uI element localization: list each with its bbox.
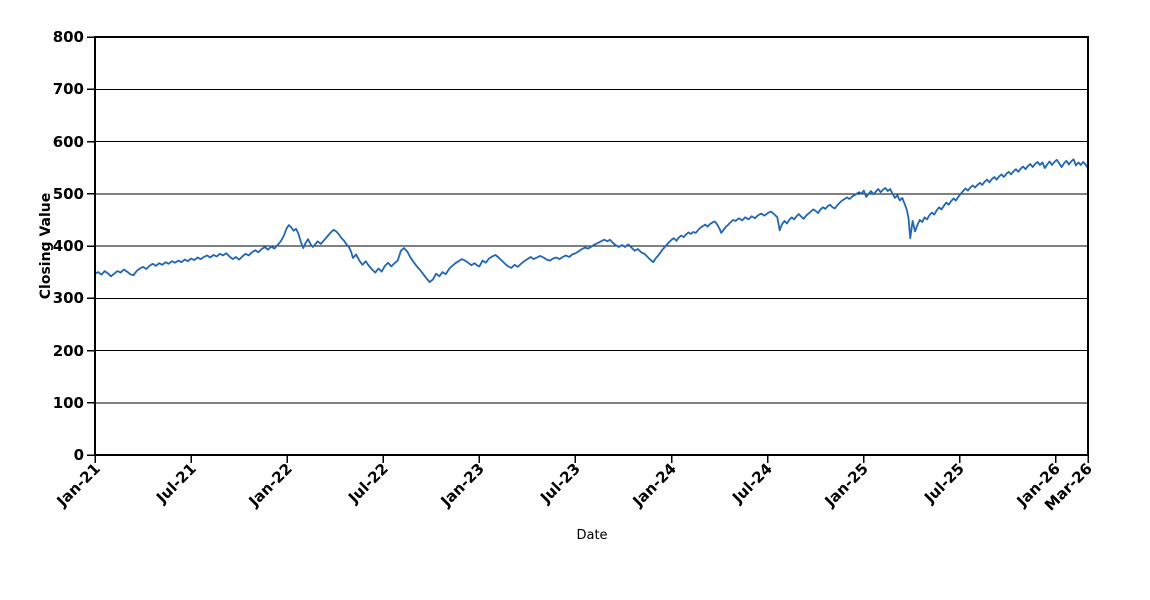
y-tick-label: 200 [52, 341, 84, 360]
y-tick-label: 0 [73, 446, 84, 464]
y-tick-label: 500 [52, 184, 84, 203]
y-tick-label: 800 [52, 28, 84, 46]
y-tick-label: 400 [52, 237, 84, 255]
y-tick-label: 300 [52, 289, 84, 308]
y-tick-label: 600 [52, 132, 84, 151]
plot-frame [94, 36, 1089, 456]
y-tick-label: 700 [52, 80, 84, 99]
x-axis-title: Date [576, 528, 608, 543]
y-axis-title: Closing Value [38, 192, 54, 300]
y-tick-label: 100 [52, 393, 84, 412]
closing-value-series-line [94, 158, 1089, 284]
